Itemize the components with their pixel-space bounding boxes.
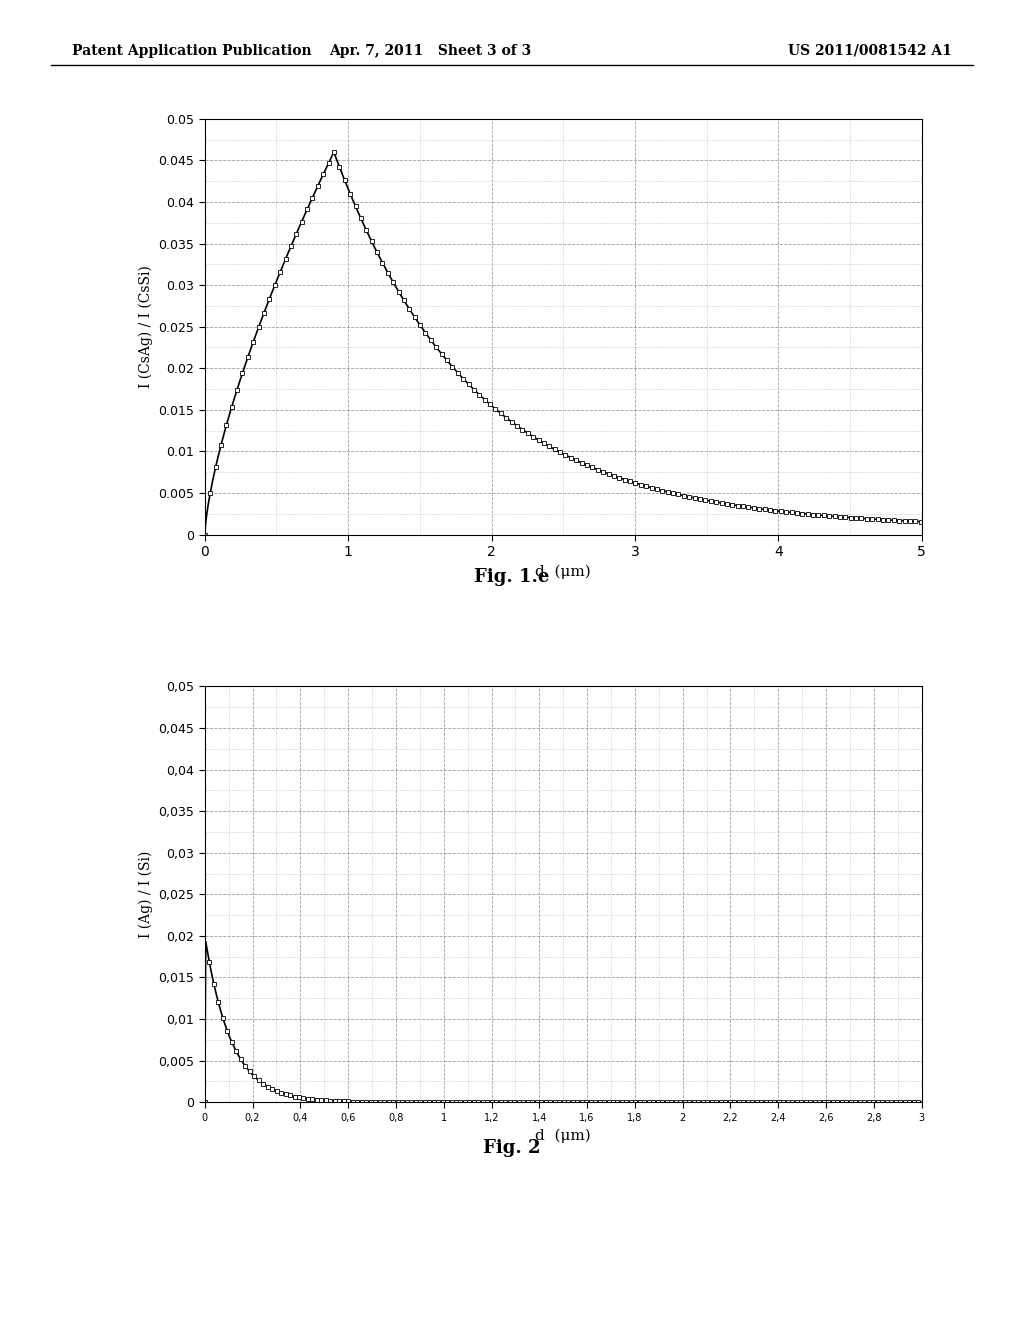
Y-axis label: I (Ag) / I (Si): I (Ag) / I (Si): [138, 850, 153, 939]
X-axis label: d  (μm): d (μm): [536, 1129, 591, 1143]
Text: Fig. 1.e: Fig. 1.e: [474, 568, 550, 586]
Text: Apr. 7, 2011   Sheet 3 of 3: Apr. 7, 2011 Sheet 3 of 3: [329, 44, 531, 58]
Text: Patent Application Publication: Patent Application Publication: [72, 44, 311, 58]
Y-axis label: I (CsAg) / I (CsSi): I (CsAg) / I (CsSi): [138, 265, 153, 388]
X-axis label: d  (μm): d (μm): [536, 565, 591, 579]
Text: Fig. 2: Fig. 2: [483, 1139, 541, 1158]
Text: US 2011/0081542 A1: US 2011/0081542 A1: [788, 44, 952, 58]
